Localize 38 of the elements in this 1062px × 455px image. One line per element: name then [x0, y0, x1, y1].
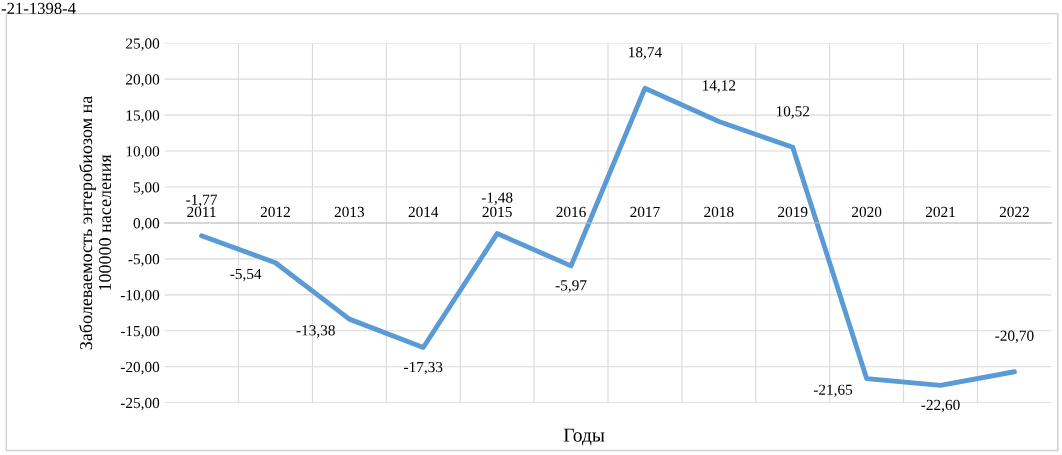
y-tick-label: -15,00: [120, 325, 160, 339]
x-tick-label: 2020: [852, 206, 882, 218]
x-axis-title: Годы: [563, 428, 605, 446]
y-tick-label: -10,00: [120, 289, 160, 303]
y-tick-label: 5,00: [133, 182, 160, 195]
x-tick-label: 2016: [556, 206, 586, 218]
data-label: 10,52: [776, 106, 810, 119]
y-tick-label: -5,00: [128, 254, 160, 267]
data-label: -1,77: [186, 194, 218, 207]
data-label: 18,74: [629, 47, 662, 60]
y-tick-label: -20,00: [120, 361, 160, 375]
x-tick-label: 2015: [482, 206, 512, 218]
data-label: -17,33: [404, 361, 443, 375]
x-tick-label: 2011: [187, 206, 216, 218]
y-axis-title: Заболеваемость энтеробиозом на 100000 населения: [79, 95, 112, 350]
x-tick-label: 2019: [778, 206, 808, 218]
y-tick-label: 20,00: [126, 74, 160, 87]
x-tick-label: 2013: [334, 206, 365, 218]
y-tick-label: 25,00: [126, 38, 160, 51]
x-tick-label: 2022: [999, 206, 1029, 218]
x-tick-label: 2021: [925, 206, 955, 218]
data-label: -5,54: [230, 268, 262, 282]
x-tick-label: 2018: [704, 206, 734, 218]
x-tick-label: 2014: [408, 206, 439, 218]
data-label: -22,60: [921, 399, 960, 413]
y-tick-label: 0,00: [133, 218, 160, 231]
data-label: -21,65: [813, 384, 853, 398]
data-label: -13,38: [296, 325, 335, 338]
data-label: 14,12: [703, 80, 736, 93]
x-tick-label: 2012: [260, 206, 290, 218]
data-label: -1,48: [481, 192, 513, 205]
data-label: -20,70: [995, 330, 1034, 344]
y-tick-label: 15,00: [126, 110, 160, 123]
y-tick-label: 10,00: [126, 146, 160, 159]
data-label: -5,97: [555, 280, 587, 293]
text: -21-1398-4: [1, 2, 76, 14]
x-tick-label: 2017: [630, 206, 660, 218]
y-tick-label: -25,00: [120, 397, 160, 411]
